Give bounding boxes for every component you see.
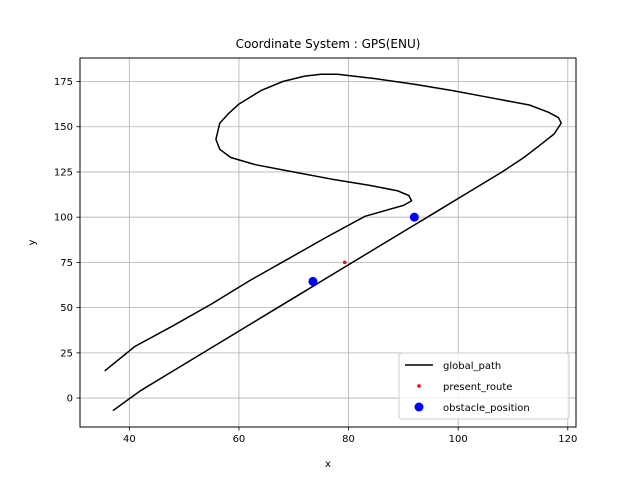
legend-box xyxy=(398,352,570,420)
point-obstacle-position xyxy=(308,276,318,286)
x-tick-label: 40 xyxy=(123,434,136,445)
legend-global-path-label: global_path xyxy=(443,361,501,372)
y-tick-label: 50 xyxy=(60,303,73,314)
y-tick-label: 125 xyxy=(54,167,73,178)
grid-lines xyxy=(80,58,576,427)
point-present-route xyxy=(342,260,347,265)
y-tick-label: 175 xyxy=(54,77,73,88)
x-tick-label: 120 xyxy=(558,434,577,445)
x-tick-label: 100 xyxy=(449,434,468,445)
y-tick-label: 75 xyxy=(60,258,73,269)
y-tick-label: 25 xyxy=(60,348,73,359)
y-axis-label: y xyxy=(27,239,38,245)
y-tick-label: 0 xyxy=(67,394,73,405)
point-obstacle-position xyxy=(409,212,419,222)
legend-present-route-label: present_route xyxy=(443,382,512,393)
y-tick-label: 150 xyxy=(54,122,73,133)
plot-series xyxy=(104,73,562,412)
x-tick-label: 60 xyxy=(233,434,246,445)
series-line-global-path xyxy=(104,73,562,412)
axis-ticks: 40 60 80 100 120 0 25 50 75 100 125 150 175 xyxy=(54,77,577,445)
legend: global_path present_route obstacle_posit… xyxy=(398,352,570,420)
x-tick-label: 80 xyxy=(342,434,355,445)
legend-obstacle-position-label: obstacle_position xyxy=(443,403,530,414)
y-tick-label: 100 xyxy=(54,213,73,224)
chart-title: Coordinate System : GPS(ENU) xyxy=(236,37,421,51)
legend-present-route-swatch xyxy=(417,384,421,388)
x-axis-label: x xyxy=(325,459,331,470)
legend-obstacle-position-swatch xyxy=(414,402,424,412)
plot-frame xyxy=(79,57,577,428)
